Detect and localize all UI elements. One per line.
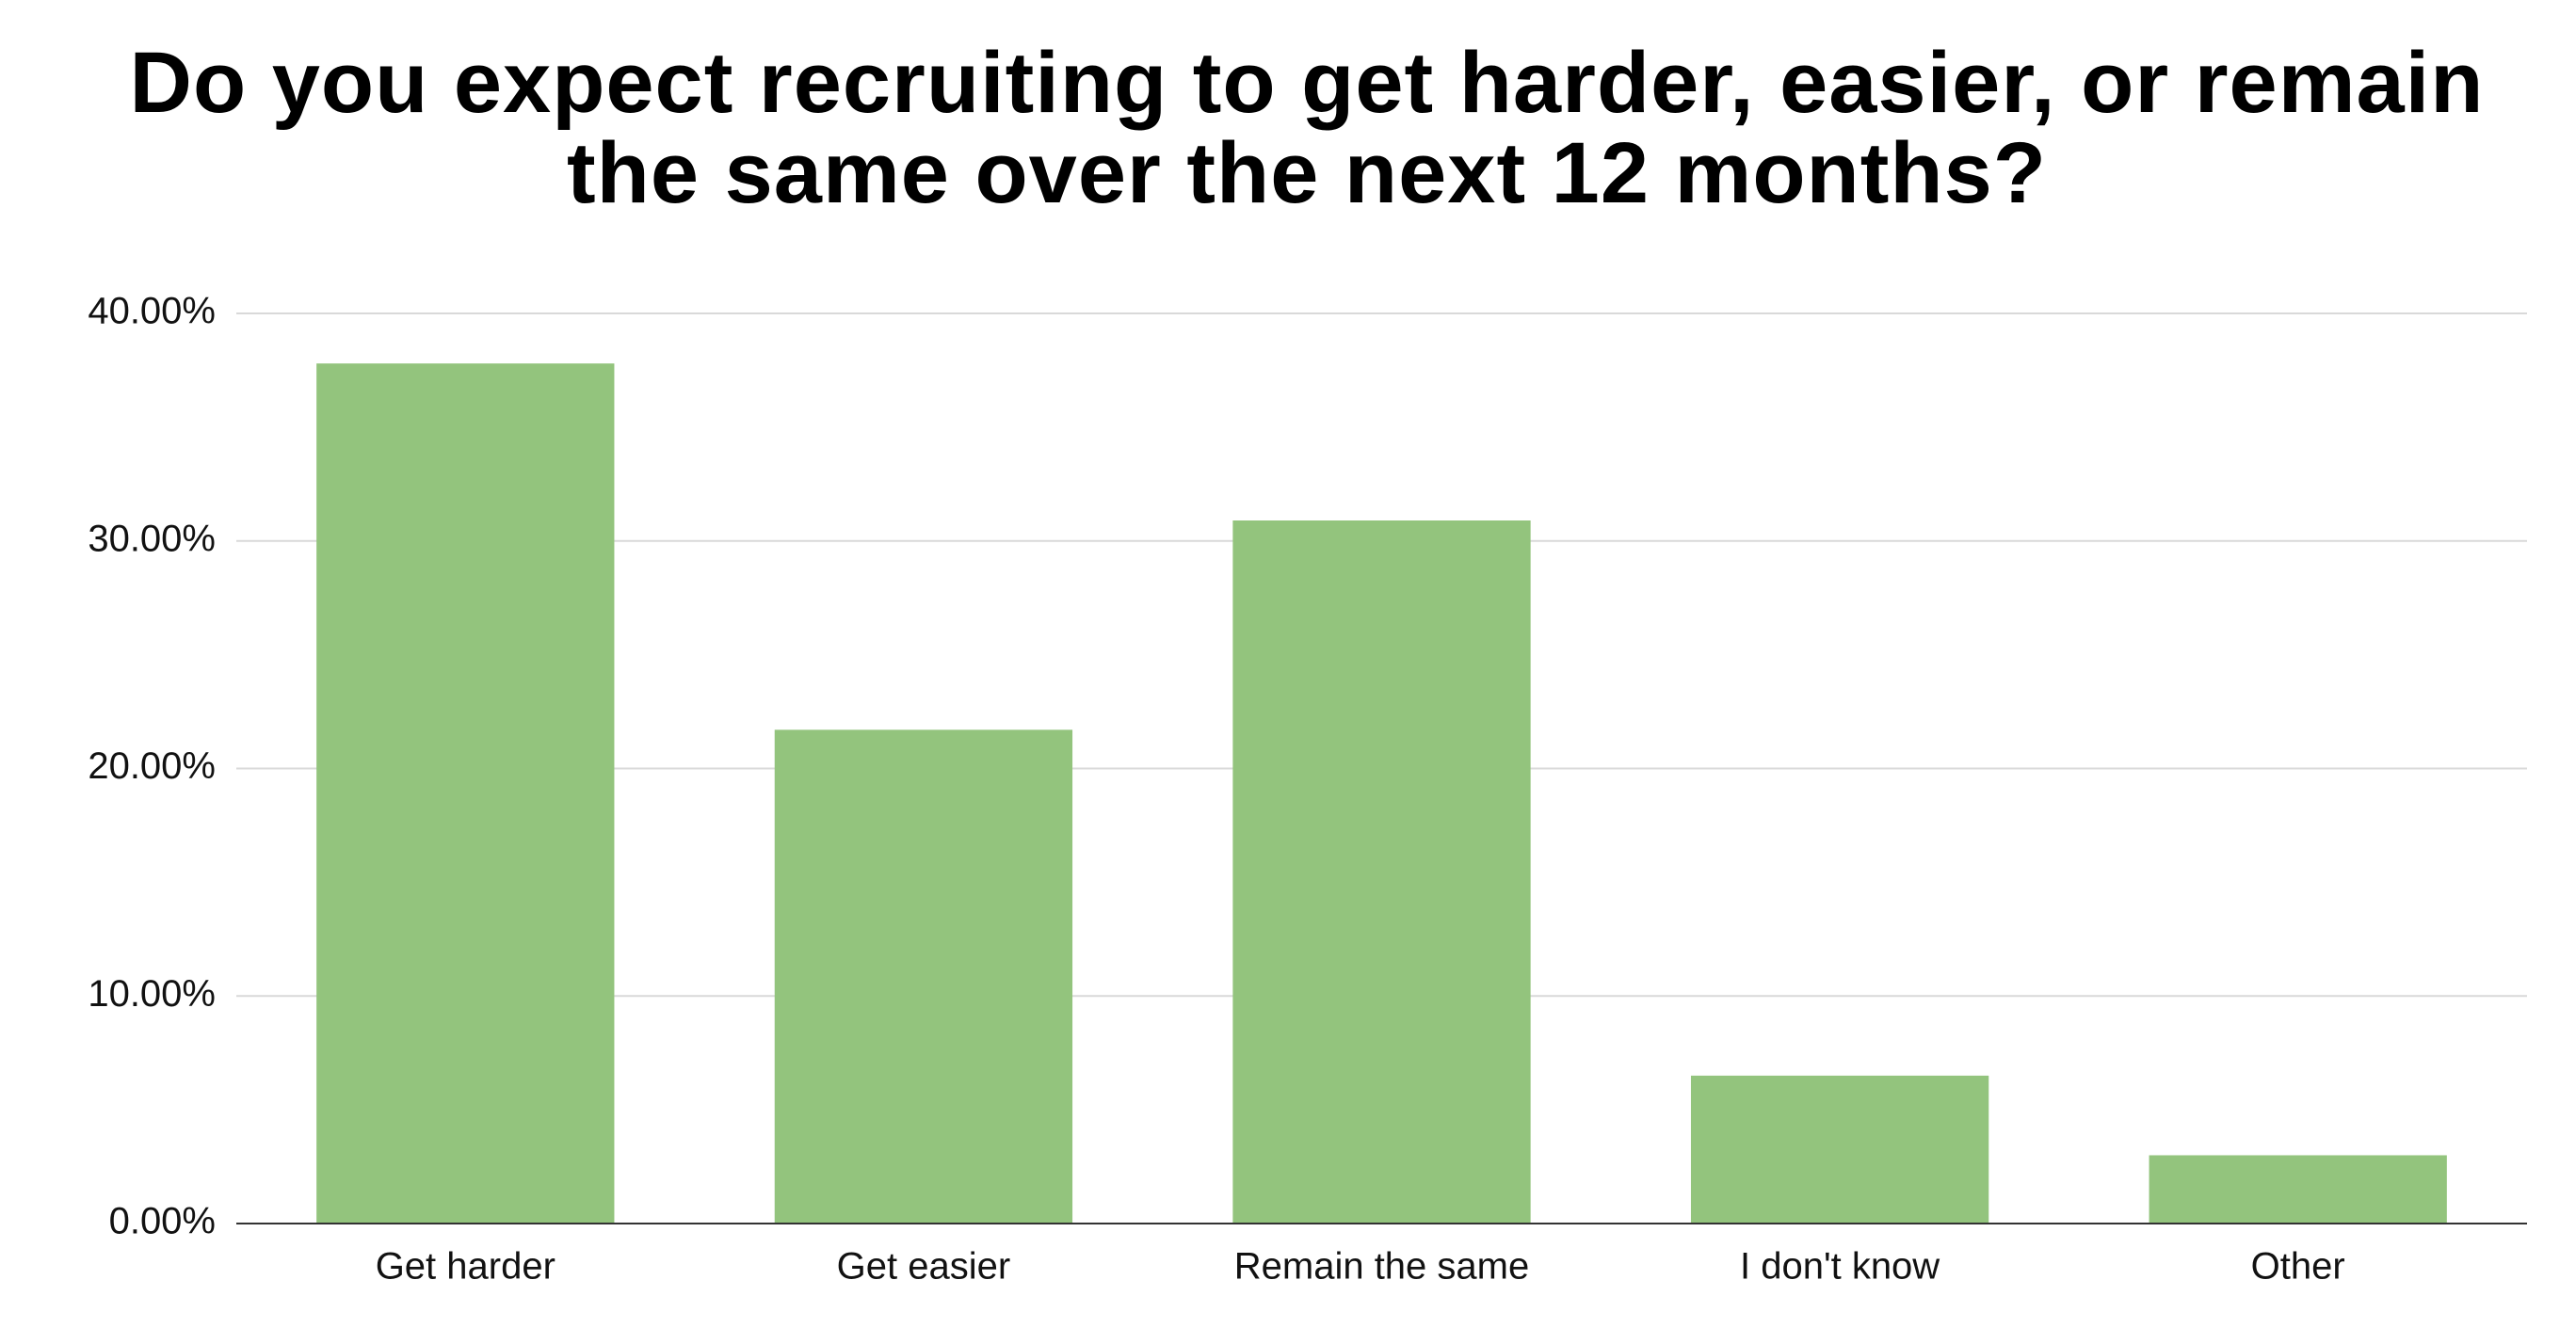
y-tick-label: 20.00% (88, 745, 216, 787)
bar (774, 729, 1073, 1224)
x-tick-label: Get harder (376, 1246, 555, 1288)
x-tick-label: Get easier (837, 1246, 1011, 1288)
bar (316, 363, 615, 1224)
y-tick-label: 30.00% (88, 518, 216, 559)
bar (2149, 1155, 2447, 1224)
x-tick-label: Other (2251, 1246, 2345, 1288)
y-tick-label: 0.00% (109, 1201, 216, 1242)
chart-title: Do you expect recruiting to get harder, … (129, 35, 2485, 221)
x-tick-label: Remain the same (1234, 1246, 1529, 1288)
bar (1232, 520, 1531, 1224)
x-tick-label: I don't know (1740, 1246, 1940, 1288)
y-tick-label: 40.00% (88, 291, 216, 332)
y-tick-label: 10.00% (88, 973, 216, 1015)
bar (1690, 1075, 1989, 1224)
